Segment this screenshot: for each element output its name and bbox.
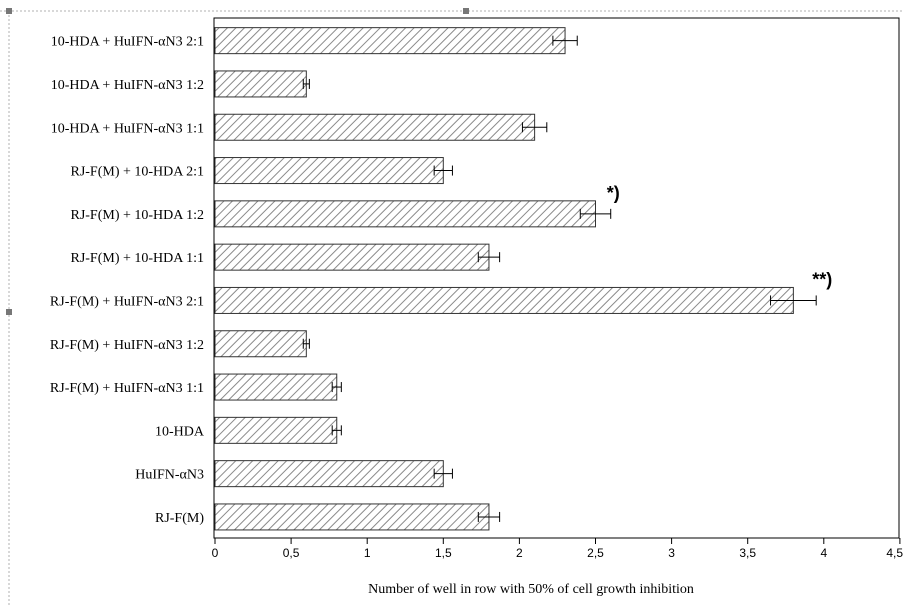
bar-10-hda-huifn-n3-2-1 — [214, 27, 566, 55]
error-bar-rj-f-m-10-hda-1-2 — [579, 208, 612, 219]
category-label-rj-f-m-10-hda-1-1: RJ-F(M) + 10-HDA 1:1 — [70, 251, 204, 266]
significance-annotation: **) — [812, 269, 832, 289]
error-bar-10-hda — [331, 425, 342, 436]
handle-top-left[interactable] — [6, 8, 12, 14]
error-bar-rj-f-m-huifn-n3-1-2 — [302, 338, 310, 349]
error-bar-rj-f-m — [477, 511, 501, 522]
handle-middle-left[interactable] — [6, 309, 12, 315]
error-bar-rj-f-m-10-hda-1-1 — [477, 252, 501, 263]
bar-rj-f-m — [214, 503, 490, 531]
category-label-rj-f-m: RJ-F(M) — [155, 511, 204, 526]
x-tick-label: 2,5 — [587, 546, 604, 560]
error-bar-rj-f-m-huifn-n3-1-1 — [331, 382, 342, 393]
x-tick-label: 2 — [516, 546, 523, 560]
x-tick-label: 4 — [820, 546, 827, 560]
significance-annotation: *) — [607, 183, 620, 203]
bar-10-hda-huifn-n3-1-2 — [214, 70, 307, 98]
category-label-10-hda-huifn-n3-1-2: 10-HDA + HuIFN-αN3 1:2 — [51, 78, 204, 93]
annotations: *) **) — [607, 183, 832, 290]
category-label-rj-f-m-huifn-n3-1-2: RJ-F(M) + HuIFN-αN3 1:2 — [50, 338, 204, 353]
bar-huifn-n3 — [214, 460, 444, 488]
bar-rj-f-m-10-hda-1-2 — [214, 200, 596, 228]
bar-10-hda — [214, 416, 338, 444]
bar-rj-f-m-huifn-n3-1-2 — [214, 330, 307, 358]
bar-rj-f-m-huifn-n3-1-1 — [214, 373, 338, 401]
category-label-huifn-n3: HuIFN-αN3 — [135, 468, 204, 483]
category-label-rj-f-m-huifn-n3-1-1: RJ-F(M) + HuIFN-αN3 1:1 — [50, 381, 204, 396]
error-bar-huifn-n3 — [433, 468, 453, 479]
x-axis-label: Number of well in row with 50% of cell g… — [368, 582, 694, 597]
category-label-10-hda: 10-HDA — [155, 424, 205, 439]
error-bar-10-hda-huifn-n3-1-1 — [521, 122, 548, 133]
plot-frame — [213, 17, 900, 539]
x-axis-ticks: 0 0,5 1 1,5 2 2,5 3 3,5 4 4,5 — [212, 538, 903, 560]
error-bar-rj-f-m-huifn-n3-2-1 — [770, 295, 817, 306]
x-tick-label: 3,5 — [739, 546, 756, 560]
x-tick-label: 0 — [212, 546, 219, 560]
x-tick-label: 1,5 — [435, 546, 452, 560]
x-tick-label: 4,5 — [886, 546, 903, 560]
bar-10-hda-huifn-n3-1-1 — [214, 113, 536, 141]
x-tick-label: 0,5 — [283, 546, 300, 560]
handle-top-middle[interactable] — [463, 8, 469, 14]
x-tick-label: 3 — [668, 546, 675, 560]
bars-group — [214, 27, 817, 531]
category-label-rj-f-m-10-hda-2-1: RJ-F(M) + 10-HDA 2:1 — [70, 165, 204, 180]
bar-rj-f-m-10-hda-2-1 — [214, 157, 444, 185]
bar-rj-f-m-10-hda-1-1 — [214, 243, 490, 271]
x-tick-label: 1 — [364, 546, 371, 560]
error-bar-10-hda-huifn-n3-1-2 — [302, 78, 310, 89]
category-label-10-hda-huifn-n3-2-1: 10-HDA + HuIFN-αN3 2:1 — [51, 35, 204, 50]
category-labels: 10-HDA + HuIFN-αN3 2:1 10-HDA + HuIFN-αN3… — [50, 35, 205, 526]
error-bar-rj-f-m-10-hda-2-1 — [433, 165, 453, 176]
category-label-rj-f-m-10-hda-1-2: RJ-F(M) + 10-HDA 1:2 — [70, 208, 204, 223]
category-label-rj-f-m-huifn-n3-2-1: RJ-F(M) + HuIFN-αN3 2:1 — [50, 294, 204, 309]
error-bar-10-hda-huifn-n3-2-1 — [552, 35, 578, 46]
bar-rj-f-m-huifn-n3-2-1 — [214, 286, 794, 314]
category-label-10-hda-huifn-n3-1-1: 10-HDA + HuIFN-αN3 1:1 — [51, 121, 204, 136]
